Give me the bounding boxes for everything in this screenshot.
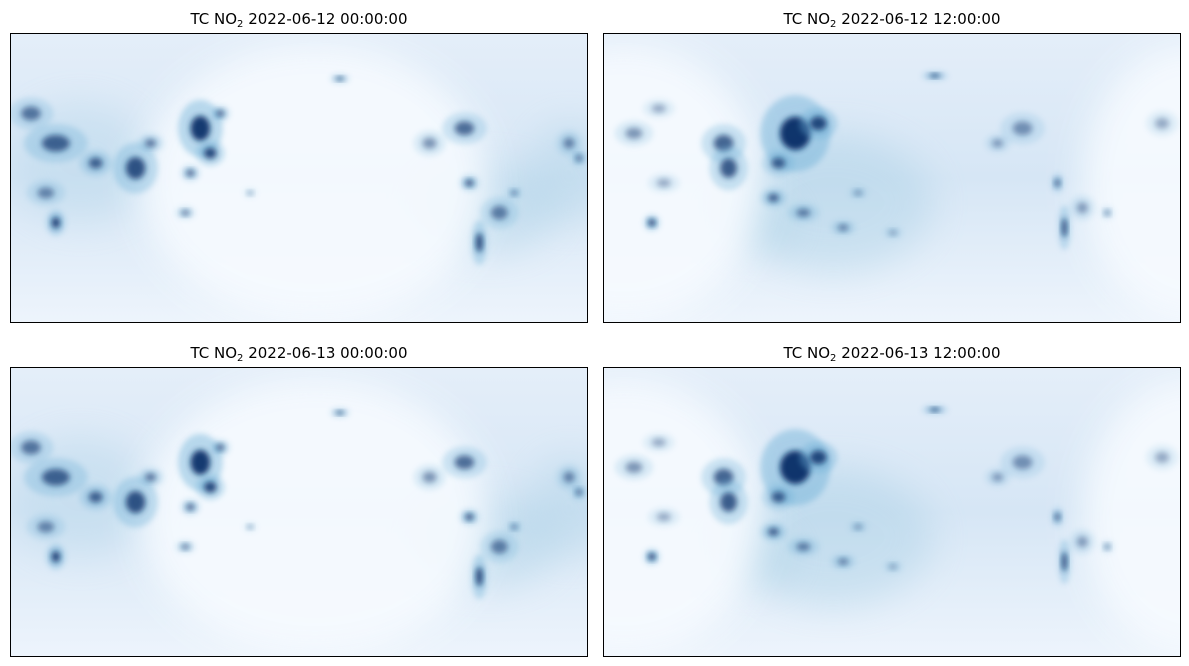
panel-title: TC NO2 2022-06-13 00:00:00 bbox=[190, 344, 408, 364]
no2-map bbox=[603, 33, 1181, 323]
no2-map bbox=[10, 33, 588, 323]
panel-title: TC NO2 2022-06-12 12:00:00 bbox=[783, 10, 1001, 30]
no2-map bbox=[603, 367, 1181, 657]
panel-title: TC NO2 2022-06-13 12:00:00 bbox=[783, 344, 1001, 364]
panel-title: TC NO2 2022-06-12 00:00:00 bbox=[190, 10, 408, 30]
no2-map bbox=[10, 367, 588, 657]
